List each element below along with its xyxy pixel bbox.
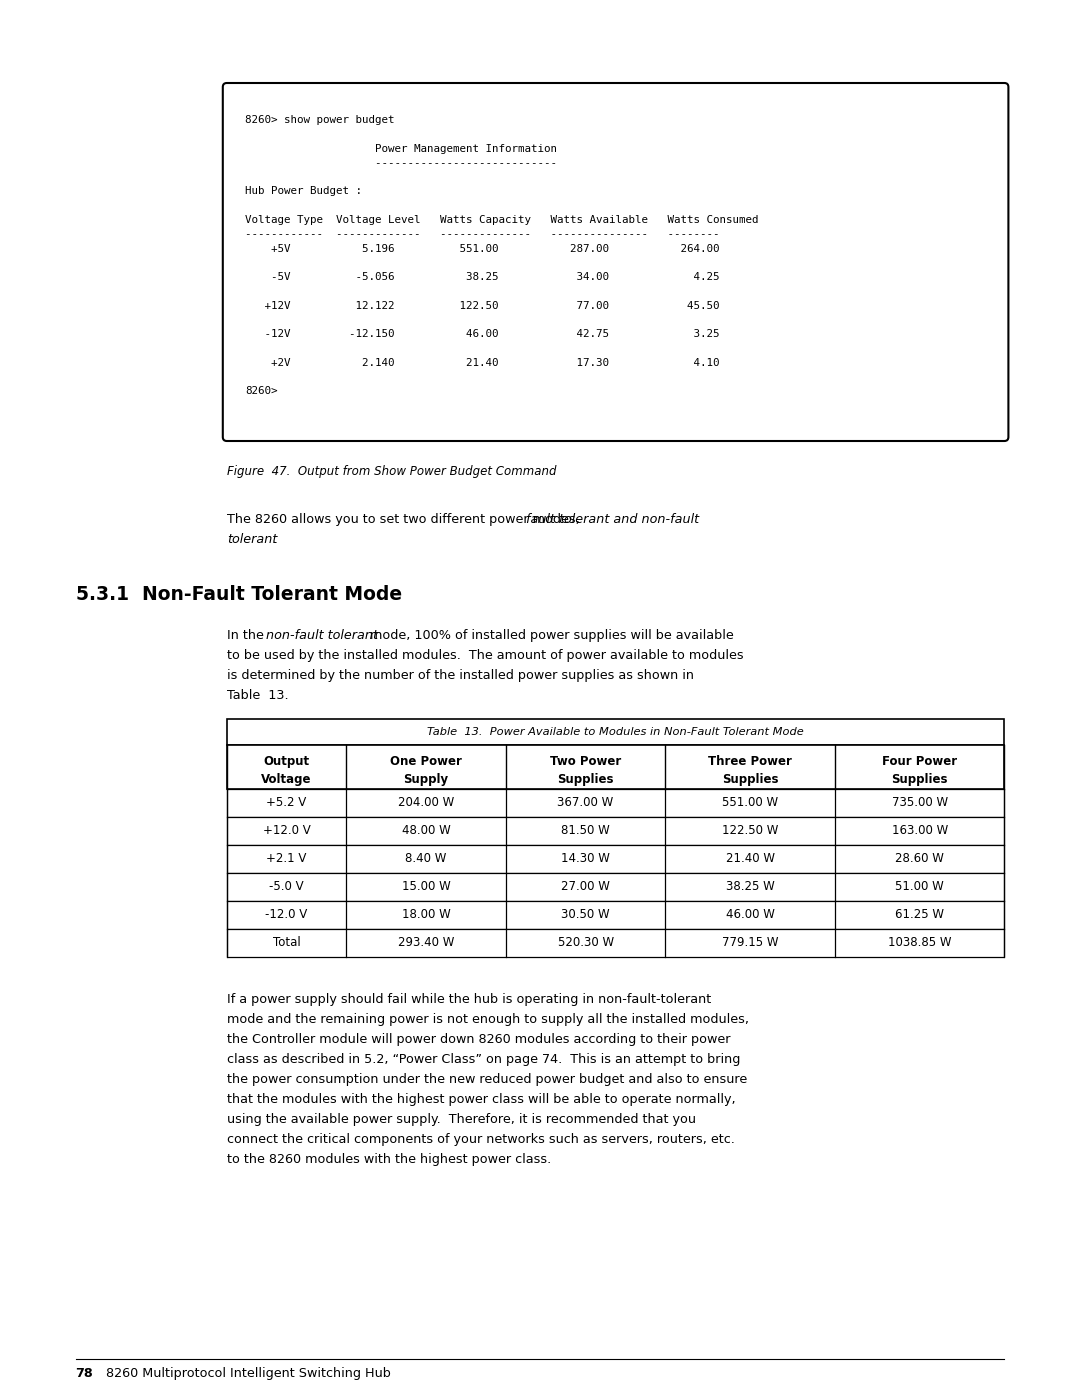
- Text: +12V          12.122          122.50            77.00            45.50: +12V 12.122 122.50 77.00 45.50: [245, 300, 719, 310]
- Text: +5V           5.196          551.00           287.00           264.00: +5V 5.196 551.00 287.00 264.00: [245, 243, 719, 254]
- Text: The 8260 allows you to set two different power modes,: The 8260 allows you to set two different…: [227, 513, 583, 527]
- Text: Figure  47.  Output from Show Power Budget Command: Figure 47. Output from Show Power Budget…: [227, 465, 556, 478]
- Text: Supplies: Supplies: [557, 773, 613, 787]
- Text: mode and the remaining power is not enough to supply all the installed modules,: mode and the remaining power is not enou…: [227, 1013, 748, 1025]
- Text: .: .: [271, 534, 275, 546]
- Text: ----------------------------: ----------------------------: [245, 158, 557, 168]
- Text: 28.60 W: 28.60 W: [895, 852, 944, 866]
- Text: Supplies: Supplies: [721, 773, 779, 787]
- Text: Output: Output: [264, 754, 310, 768]
- Text: the power consumption under the new reduced power budget and also to ensure: the power consumption under the new redu…: [227, 1073, 747, 1085]
- Text: 1038.85 W: 1038.85 W: [888, 936, 951, 950]
- Text: 520.30 W: 520.30 W: [557, 936, 613, 950]
- Text: class as described in 5.2, “Power Class” on page 74.  This is an attempt to brin: class as described in 5.2, “Power Class”…: [227, 1053, 740, 1066]
- Text: 122.50 W: 122.50 W: [721, 824, 779, 837]
- Text: using the available power supply.  Therefore, it is recommended that you: using the available power supply. Theref…: [227, 1113, 696, 1126]
- Text: 30.50 W: 30.50 W: [562, 908, 610, 922]
- Text: non-fault tolerant: non-fault tolerant: [266, 629, 378, 643]
- Text: connect the critical components of your networks such as servers, routers, etc.: connect the critical components of your …: [227, 1133, 734, 1146]
- Text: Four Power: Four Power: [882, 754, 957, 768]
- Text: Power Management Information: Power Management Information: [245, 144, 557, 154]
- Text: Voltage Type  Voltage Level   Watts Capacity   Watts Available   Watts Consumed: Voltage Type Voltage Level Watts Capacit…: [245, 215, 758, 225]
- Text: 18.00 W: 18.00 W: [402, 908, 450, 922]
- Text: +5.2 V: +5.2 V: [267, 796, 307, 809]
- Text: 61.25 W: 61.25 W: [895, 908, 944, 922]
- Text: If a power supply should fail while the hub is operating in non-fault-tolerant: If a power supply should fail while the …: [227, 993, 711, 1006]
- Text: Hub Power Budget :: Hub Power Budget :: [245, 186, 362, 197]
- Text: 779.15 W: 779.15 W: [721, 936, 779, 950]
- Text: 51.00 W: 51.00 W: [895, 880, 944, 894]
- Text: +2.1 V: +2.1 V: [267, 852, 307, 866]
- Bar: [227, 745, 1004, 789]
- Text: In the: In the: [227, 629, 268, 643]
- Text: 14.30 W: 14.30 W: [562, 852, 610, 866]
- Text: 38.25 W: 38.25 W: [726, 880, 774, 894]
- Text: 735.00 W: 735.00 W: [892, 796, 948, 809]
- Text: One Power: One Power: [390, 754, 462, 768]
- Text: mode, 100% of installed power supplies will be available: mode, 100% of installed power supplies w…: [365, 629, 733, 643]
- Text: 8260>: 8260>: [245, 387, 278, 397]
- Text: to be used by the installed modules.  The amount of power available to modules: to be used by the installed modules. The…: [227, 650, 743, 662]
- Text: 81.50 W: 81.50 W: [562, 824, 610, 837]
- Bar: [227, 873, 1004, 901]
- Text: 46.00 W: 46.00 W: [726, 908, 774, 922]
- Text: 204.00 W: 204.00 W: [399, 796, 455, 809]
- Text: 8260 Multiprotocol Intelligent Switching Hub: 8260 Multiprotocol Intelligent Switching…: [106, 1368, 391, 1380]
- Text: 551.00 W: 551.00 W: [723, 796, 779, 809]
- Text: -5V          -5.056           38.25            34.00             4.25: -5V -5.056 38.25 34.00 4.25: [245, 272, 719, 282]
- FancyBboxPatch shape: [222, 82, 1009, 441]
- Text: 21.40 W: 21.40 W: [726, 852, 774, 866]
- Text: Table  13.: Table 13.: [227, 689, 288, 703]
- Text: -12.0 V: -12.0 V: [266, 908, 308, 922]
- Text: +2V           2.140           21.40            17.30             4.10: +2V 2.140 21.40 17.30 4.10: [245, 358, 719, 367]
- Text: +12.0 V: +12.0 V: [262, 824, 310, 837]
- Text: is determined by the number of the installed power supplies as shown in: is determined by the number of the insta…: [227, 669, 693, 682]
- Bar: [227, 845, 1004, 873]
- Text: -5.0 V: -5.0 V: [269, 880, 303, 894]
- Text: 163.00 W: 163.00 W: [891, 824, 948, 837]
- Bar: [227, 901, 1004, 929]
- Text: tolerant: tolerant: [227, 534, 278, 546]
- Text: Supplies: Supplies: [891, 773, 948, 787]
- Text: to the 8260 modules with the highest power class.: to the 8260 modules with the highest pow…: [227, 1153, 551, 1166]
- Text: 5.3.1  Non-Fault Tolerant Mode: 5.3.1 Non-Fault Tolerant Mode: [76, 585, 402, 604]
- Text: Table  13.  Power Available to Modules in Non-Fault Tolerant Mode: Table 13. Power Available to Modules in …: [428, 726, 804, 738]
- Bar: [227, 929, 1004, 957]
- Text: 27.00 W: 27.00 W: [562, 880, 610, 894]
- Text: 293.40 W: 293.40 W: [397, 936, 455, 950]
- Text: 48.00 W: 48.00 W: [402, 824, 450, 837]
- Text: that the modules with the highest power class will be able to operate normally,: that the modules with the highest power …: [227, 1092, 735, 1106]
- Text: -12V         -12.150           46.00            42.75             3.25: -12V -12.150 46.00 42.75 3.25: [245, 330, 719, 339]
- Bar: [227, 817, 1004, 845]
- Text: 15.00 W: 15.00 W: [402, 880, 450, 894]
- Text: Total: Total: [273, 936, 300, 950]
- Text: Supply: Supply: [404, 773, 448, 787]
- Text: Voltage: Voltage: [261, 773, 312, 787]
- Text: 367.00 W: 367.00 W: [557, 796, 613, 809]
- Bar: [227, 789, 1004, 817]
- Text: 78: 78: [76, 1368, 93, 1380]
- Text: 8260> show power budget: 8260> show power budget: [245, 115, 394, 124]
- Text: the Controller module will power down 8260 modules according to their power: the Controller module will power down 82…: [227, 1032, 730, 1046]
- Text: fault tolerant and non-fault: fault tolerant and non-fault: [527, 513, 700, 527]
- Text: Two Power: Two Power: [550, 754, 621, 768]
- Text: ------------  -------------   --------------   ---------------   --------: ------------ ------------- -------------…: [245, 229, 719, 239]
- Text: Three Power: Three Power: [708, 754, 792, 768]
- Text: 8.40 W: 8.40 W: [405, 852, 447, 866]
- Bar: [227, 719, 1004, 745]
